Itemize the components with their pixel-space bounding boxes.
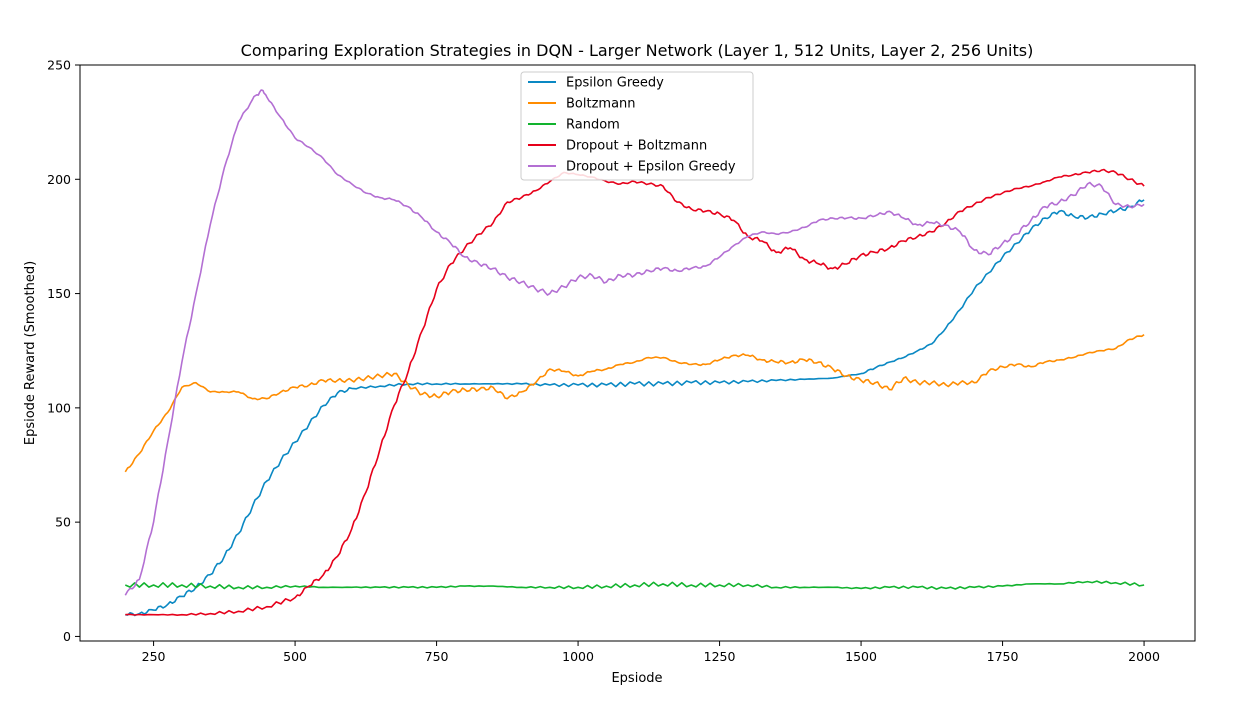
x-tick-label: 2000 — [1128, 649, 1160, 664]
legend-label: Dropout + Boltzmann — [566, 139, 707, 154]
y-tick-label: 150 — [47, 286, 71, 301]
legend: Epsilon Greedy Boltzmann Random Dropout + B… — [520, 71, 754, 181]
y-tick-label: 200 — [47, 172, 71, 187]
x-axis: 250 500 750 1000 1250 1500 1750 2000 — [142, 641, 1160, 664]
y-axis-label: Epsiode Reward (Smoothed) — [23, 261, 38, 445]
legend-label: Boltzmann — [566, 97, 636, 112]
x-tick-label: 500 — [283, 649, 307, 664]
x-tick-label: 1000 — [562, 649, 594, 664]
x-tick-label: 250 — [142, 649, 166, 664]
x-tick-label: 1250 — [704, 649, 736, 664]
y-tick-label: 50 — [55, 515, 71, 530]
series-layer — [124, 89, 1145, 617]
legend-box — [520, 71, 754, 181]
chart-title: Comparing Exploration Strategies in DQN … — [241, 41, 1034, 60]
legend-label: Random — [566, 118, 620, 133]
series-line-2 — [124, 580, 1145, 590]
series-line-3 — [125, 168, 1145, 617]
legend-label: Dropout + Epsilon Greedy — [566, 160, 736, 175]
x-axis-label: Epsiode — [611, 671, 662, 686]
y-tick-label: 100 — [47, 400, 71, 415]
series-line-0 — [125, 199, 1145, 617]
x-tick-label: 1750 — [987, 649, 1019, 664]
y-tick-label: 0 — [63, 629, 71, 644]
plot-frame — [79, 64, 1196, 642]
x-tick-label: 750 — [425, 649, 449, 664]
x-tick-label: 1500 — [845, 649, 877, 664]
legend-label: Epsilon Greedy — [566, 76, 664, 91]
y-tick-label: 250 — [47, 58, 71, 73]
series-line-1 — [124, 334, 1145, 473]
y-axis: 0 50 100 150 200 250 — [47, 58, 80, 644]
series-line-4 — [124, 89, 1145, 596]
